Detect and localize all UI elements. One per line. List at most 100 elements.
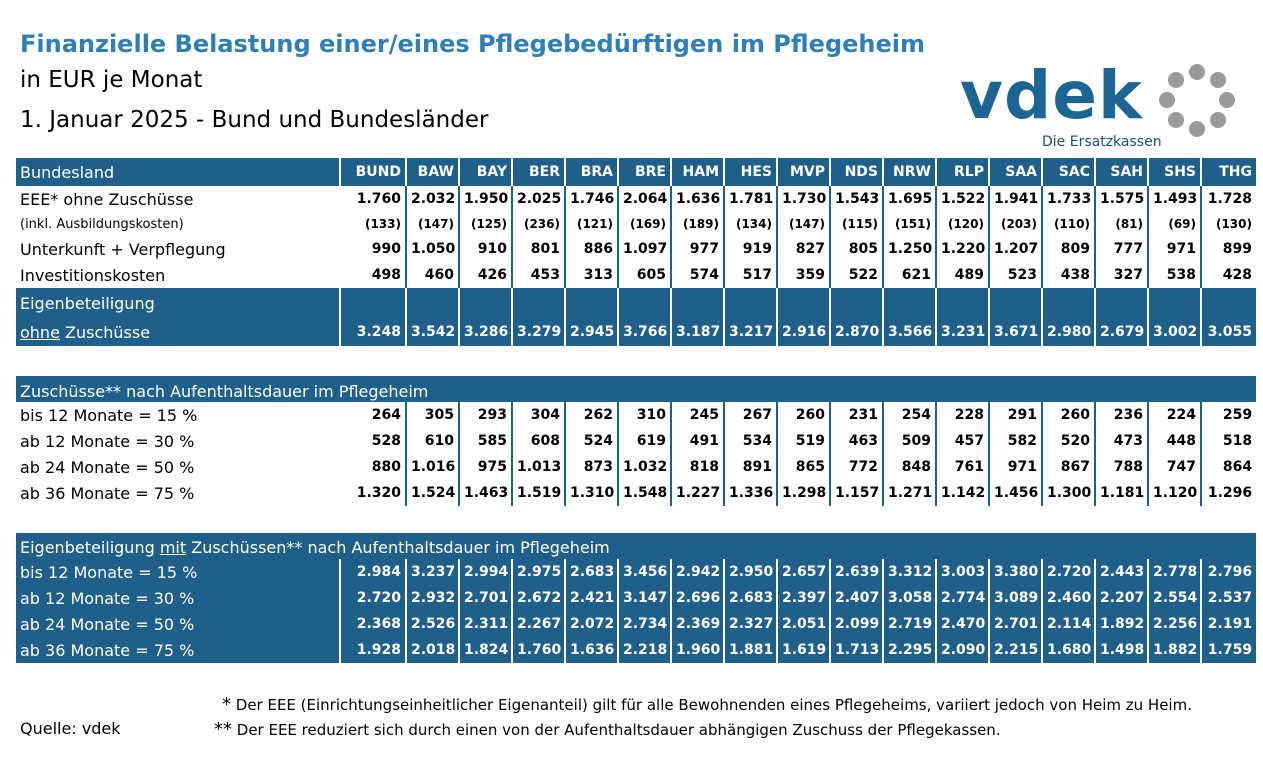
value-cell: 2.994 xyxy=(458,559,512,585)
value-cell: 3.248 xyxy=(339,318,406,346)
cost-table: Bundesland BUND BAW BAY BER BRA BRE HAM HES MVP N… xyxy=(16,158,1256,346)
value-cell: 2.215 xyxy=(988,637,1042,663)
row-label: ab 24 Monate = 50 % xyxy=(20,457,195,477)
value-cell: 977 xyxy=(670,236,724,262)
value-cell: 2.701 xyxy=(988,611,1042,637)
value-cell: 2.932 xyxy=(405,585,459,611)
value-cell: 2.460 xyxy=(1041,585,1095,611)
row-label: ab 36 Monate = 75 % xyxy=(20,483,195,503)
value-cell: 310 xyxy=(617,402,671,428)
value-cell: 1.050 xyxy=(405,236,459,262)
column-header: BAY xyxy=(458,158,512,186)
value-cell: 509 xyxy=(882,428,936,454)
value-cell: 1.120 xyxy=(1147,480,1201,506)
value-cell: 777 xyxy=(1094,236,1148,262)
value-cell: 2.421 xyxy=(564,585,618,611)
value-cell: 3.286 xyxy=(458,318,512,346)
value-cell: 2.397 xyxy=(776,585,830,611)
value-cell: 3.542 xyxy=(405,318,459,346)
value-cell: 1.548 xyxy=(617,480,671,506)
value-cell: 3.566 xyxy=(882,318,936,346)
value-cell: (121) xyxy=(564,212,618,236)
value-cell: 534 xyxy=(723,428,777,454)
value-cell: 2.672 xyxy=(511,585,565,611)
value-cell: 1.960 xyxy=(670,637,724,663)
empty-cell xyxy=(1200,288,1256,318)
value-cell: 2.916 xyxy=(776,318,830,346)
value-cell: 805 xyxy=(829,236,883,262)
value-cell: 621 xyxy=(882,262,936,288)
value-cell: 848 xyxy=(882,454,936,480)
value-cell: 267 xyxy=(723,402,777,428)
heading-part: Eigenbeteiligung xyxy=(20,537,160,557)
row-label: ab 24 Monate = 50 % xyxy=(16,611,340,637)
value-cell: 1.524 xyxy=(405,480,459,506)
value-cell: 2.657 xyxy=(776,559,830,585)
value-cell: 3.231 xyxy=(935,318,989,346)
value-cell: 448 xyxy=(1147,428,1201,454)
value-cell: 1.733 xyxy=(1041,186,1095,212)
value-cell: (236) xyxy=(511,212,565,236)
logo-tagline: Die Ersatzkassen xyxy=(1042,134,1162,150)
value-cell: 975 xyxy=(458,454,512,480)
value-cell: 2.327 xyxy=(723,611,777,637)
value-cell: 1.759 xyxy=(1199,637,1257,663)
value-cell: 910 xyxy=(458,236,512,262)
table-row: ab 36 Monate = 75 % 1.320 1.524 1.463 1.519 1… xyxy=(16,480,1257,506)
footnote-text: Der EEE (Einrichtungseinheitlicher Eigen… xyxy=(231,696,1192,714)
value-cell: 2.774 xyxy=(935,585,989,611)
footnote-mark: ** xyxy=(214,719,232,740)
value-cell: 228 xyxy=(935,402,989,428)
value-cell: 1.336 xyxy=(723,480,777,506)
subsidy-table: Zuschüsse** nach Aufenthaltsdauer im Pfl… xyxy=(16,376,1257,506)
footnote-text: Der EEE reduziert sich durch einen von d… xyxy=(232,721,1001,739)
value-cell: 1.746 xyxy=(564,186,618,212)
value-cell: 327 xyxy=(1094,262,1148,288)
value-cell: 582 xyxy=(988,428,1042,454)
value-cell: 1.157 xyxy=(829,480,883,506)
value-cell: 2.295 xyxy=(882,637,936,663)
value-cell: 2.796 xyxy=(1199,559,1257,585)
value-cell: (147) xyxy=(776,212,830,236)
value-cell: 2.369 xyxy=(670,611,724,637)
empty-cell xyxy=(1041,288,1095,318)
value-cell: 3.187 xyxy=(670,318,724,346)
value-cell: 291 xyxy=(988,402,1042,428)
value-cell: 2.051 xyxy=(776,611,830,637)
value-cell: 3.055 xyxy=(1200,318,1256,346)
value-cell: 457 xyxy=(935,428,989,454)
value-cell: 990 xyxy=(371,241,401,257)
empty-cell xyxy=(670,288,724,318)
table-row: ab 12 Monate = 30 % 528 610 585 608 524 619 491… xyxy=(16,428,1257,454)
value-cell: 891 xyxy=(723,454,777,480)
value-cell: 1.824 xyxy=(458,637,512,663)
mit-label: mit xyxy=(159,537,187,557)
value-cell: (189) xyxy=(670,212,724,236)
zuschuesse-label: Zuschüsse xyxy=(59,322,151,342)
value-cell: 1.680 xyxy=(1041,637,1095,663)
value-cell: (110) xyxy=(1041,212,1095,236)
value-cell: 438 xyxy=(1041,262,1095,288)
value-cell: 886 xyxy=(564,236,618,262)
value-cell: 2.032 xyxy=(405,186,459,212)
row-label: EEE* ohne Zuschüsse xyxy=(20,189,194,209)
value-cell: 2.018 xyxy=(405,637,459,663)
value-cell: 1.928 xyxy=(339,637,406,663)
own-share-table: Eigenbeteiligung mit Zuschüssen** nach A… xyxy=(16,533,1257,663)
value-cell: 1.013 xyxy=(511,454,565,480)
table-row: ab 24 Monate = 50 % 880 1.016 975 1.013 873 1.… xyxy=(16,454,1257,480)
table-row: EEE* ohne Zuschüsse 1.760 2.032 1.950 2.025… xyxy=(16,186,1256,212)
value-cell: 818 xyxy=(670,454,724,480)
value-cell: 608 xyxy=(511,428,565,454)
value-cell: 2.696 xyxy=(670,585,724,611)
value-cell: 260 xyxy=(776,402,830,428)
table-row: ab 36 Monate = 75 % 1.928 2.018 1.824 1.760 1… xyxy=(16,637,1257,663)
value-cell: 260 xyxy=(1041,402,1095,428)
table-row: bis 12 Monate = 15 % 264 305 293 304 262 310 24… xyxy=(16,402,1257,428)
value-cell: 2.945 xyxy=(564,318,618,346)
value-cell: 971 xyxy=(1147,236,1201,262)
value-cell: 1.619 xyxy=(776,637,830,663)
value-cell: 2.207 xyxy=(1094,585,1148,611)
empty-cell xyxy=(458,288,512,318)
value-cell: 585 xyxy=(458,428,512,454)
